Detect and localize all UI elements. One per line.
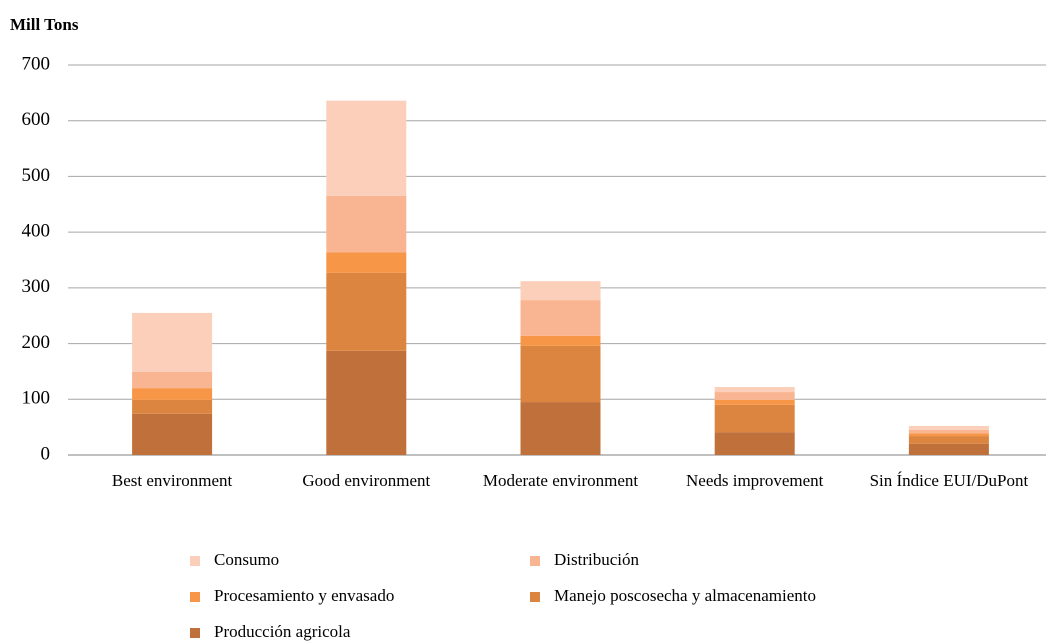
legend-label: Consumo xyxy=(214,550,279,569)
bar-segment xyxy=(326,195,407,253)
x-tick-label: Needs improvement xyxy=(686,471,824,490)
y-tick-label: 600 xyxy=(22,109,51,130)
y-tick-label: 0 xyxy=(41,443,51,464)
bar-segment xyxy=(520,335,601,346)
bar-segment xyxy=(714,432,795,455)
chart-title: Mill Tons xyxy=(10,15,79,34)
bar-segment xyxy=(908,426,989,430)
y-tick-label: 400 xyxy=(22,221,51,242)
y-tick-label: 500 xyxy=(22,165,51,186)
legend-swatch xyxy=(530,556,540,566)
bar-segment xyxy=(520,281,601,301)
bar-segment xyxy=(714,399,795,405)
y-tick-label: 200 xyxy=(22,332,51,353)
x-tick-label: Good environment xyxy=(302,471,430,490)
bar-segment xyxy=(326,100,407,196)
bar-segment xyxy=(132,388,213,400)
legend-label: Distribución xyxy=(554,550,639,569)
bar-segment xyxy=(714,404,795,433)
legend-label: Manejo poscosecha y almacenamiento xyxy=(554,586,816,605)
bar-segment xyxy=(132,371,213,389)
bar-segment xyxy=(714,387,795,393)
bar-segment xyxy=(908,443,989,455)
legend-label: Producción agricola xyxy=(214,622,351,641)
legend-label: Procesamiento y envasado xyxy=(214,586,394,605)
bar-segment xyxy=(326,252,407,273)
bar-segment xyxy=(520,345,601,403)
legend-swatch xyxy=(190,592,200,602)
bar-segment xyxy=(908,433,989,437)
legend-swatch xyxy=(190,628,200,638)
x-tick-label: Moderate environment xyxy=(483,471,639,490)
bar-segment xyxy=(908,429,989,434)
bar-segment xyxy=(714,392,795,400)
y-tick-label: 100 xyxy=(22,388,51,409)
bar-segment xyxy=(132,399,213,414)
bar-segment xyxy=(520,300,601,336)
bar-segment xyxy=(326,350,407,455)
x-tick-label: Best environment xyxy=(112,471,233,490)
bar-segment xyxy=(132,413,213,455)
bar-segment xyxy=(132,312,213,372)
y-tick-label: 700 xyxy=(22,53,51,74)
legend-swatch xyxy=(530,592,540,602)
x-tick-label: Sin Índice EUI/DuPont xyxy=(870,471,1029,490)
legend-swatch xyxy=(190,556,200,566)
bar-segment xyxy=(326,272,407,351)
y-tick-label: 300 xyxy=(22,276,51,297)
bar-segment xyxy=(520,402,601,455)
bar-segment xyxy=(908,436,989,444)
